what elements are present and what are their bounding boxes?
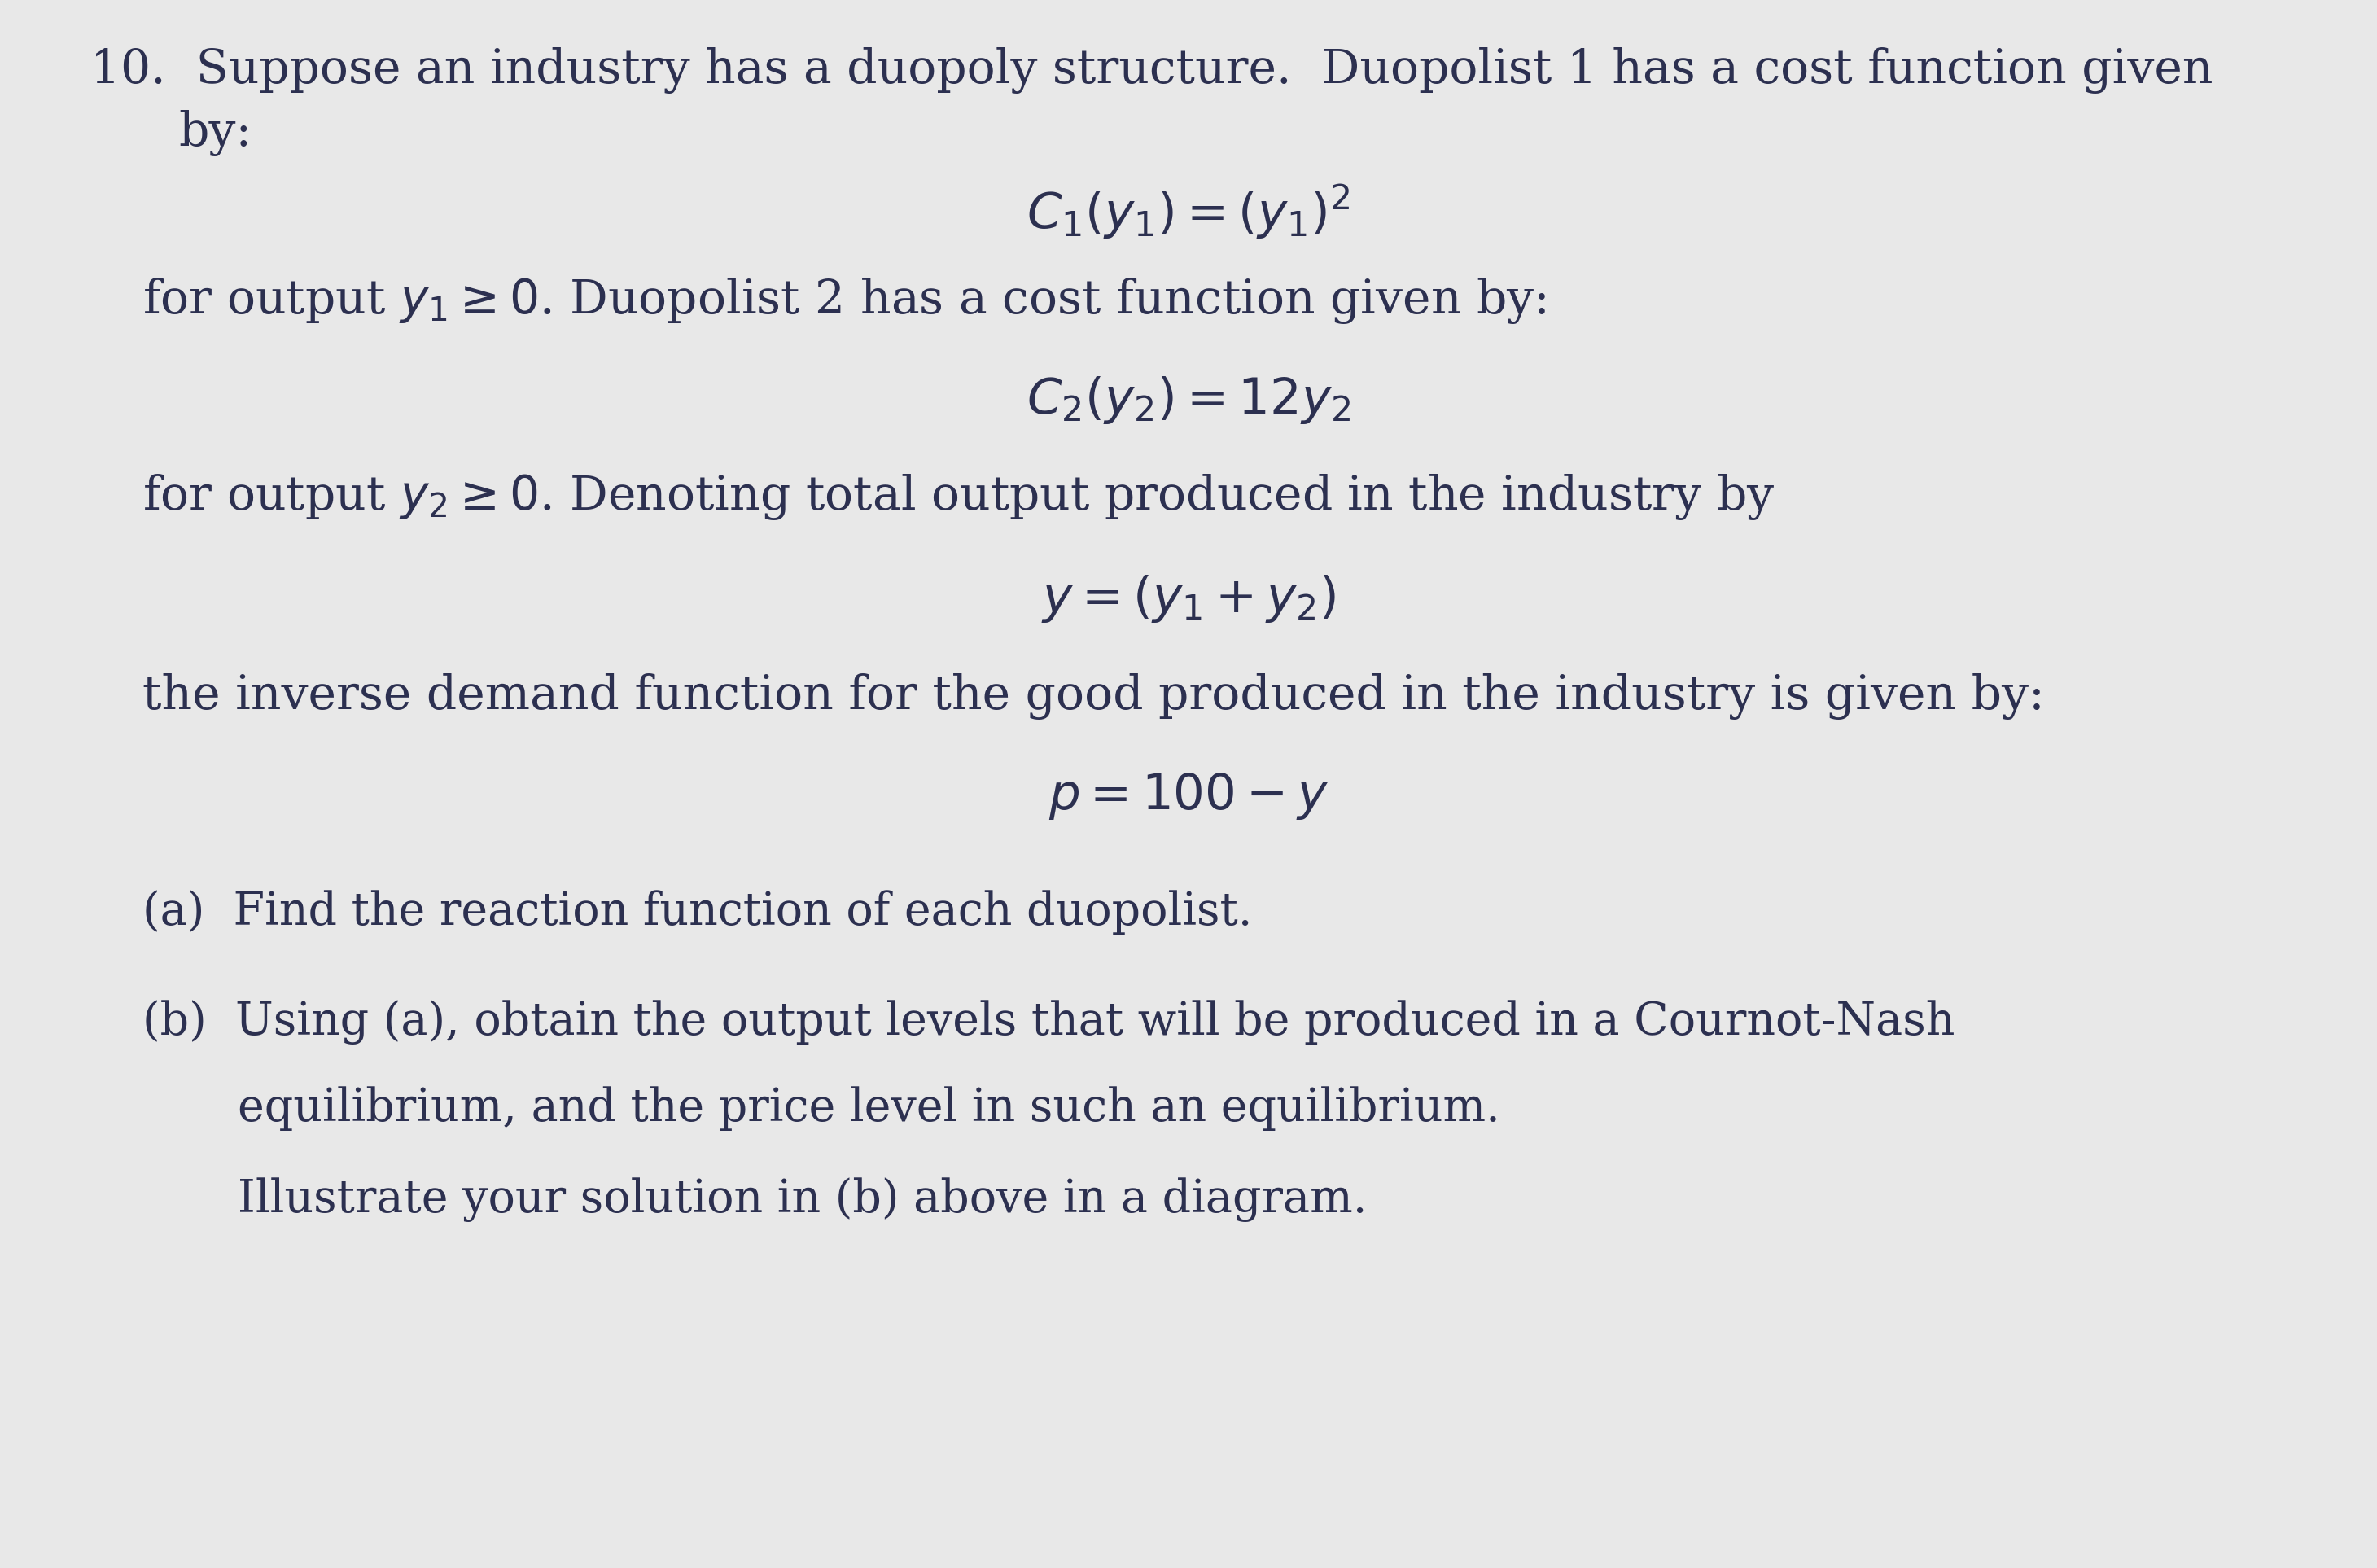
Text: $C_2(y_2) = 12y_2$: $C_2(y_2) = 12y_2$ bbox=[1027, 375, 1350, 425]
Text: $p = 100 - y$: $p = 100 - y$ bbox=[1048, 771, 1329, 822]
Text: for output $y_2 \geq 0$. Denoting total output produced in the industry by: for output $y_2 \geq 0$. Denoting total … bbox=[143, 472, 1776, 522]
Text: equilibrium, and the price level in such an equilibrium.: equilibrium, and the price level in such… bbox=[238, 1087, 1500, 1131]
Text: $C_1(y_1) = (y_1)^2$: $C_1(y_1) = (y_1)^2$ bbox=[1027, 182, 1350, 241]
Text: Illustrate your solution in (b) above in a diagram.: Illustrate your solution in (b) above in… bbox=[238, 1178, 1367, 1221]
Text: the inverse demand function for the good produced in the industry is given by:: the inverse demand function for the good… bbox=[143, 673, 2044, 720]
Text: for output $y_1 \geq 0$. Duopolist 2 has a cost function given by:: for output $y_1 \geq 0$. Duopolist 2 has… bbox=[143, 276, 1547, 326]
Text: by:: by: bbox=[178, 110, 252, 157]
Text: (a)  Find the reaction function of each duopolist.: (a) Find the reaction function of each d… bbox=[143, 891, 1253, 935]
Text: (b)  Using (a), obtain the output levels that will be produced in a Cournot-Nash: (b) Using (a), obtain the output levels … bbox=[143, 1000, 1954, 1044]
Text: $y = (y_1 + y_2)$: $y = (y_1 + y_2)$ bbox=[1041, 574, 1336, 624]
Text: 10.  Suppose an industry has a duopoly structure.  Duopolist 1 has a cost functi: 10. Suppose an industry has a duopoly st… bbox=[90, 47, 2213, 94]
